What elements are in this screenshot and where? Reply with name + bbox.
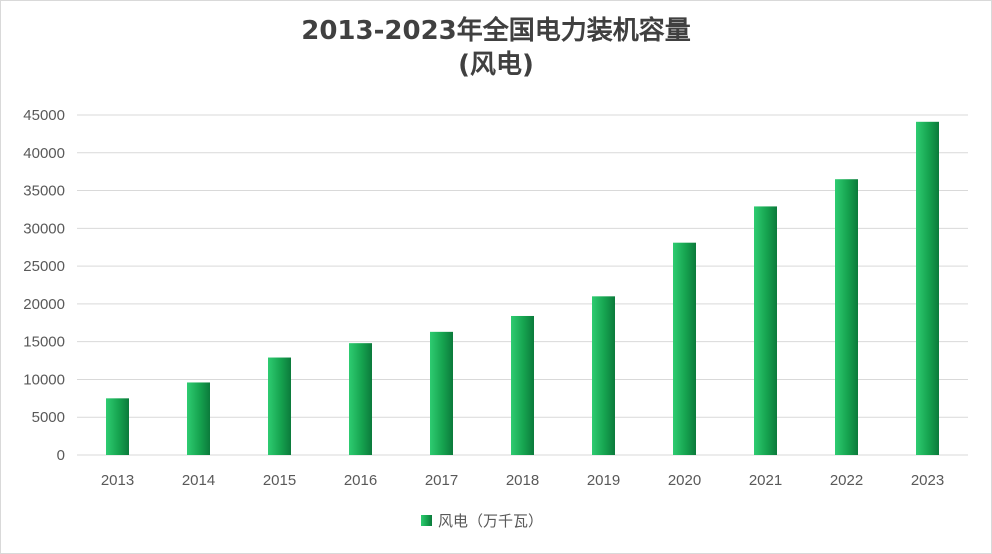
x-tick-label: 2017 [425,472,458,489]
bar-2019 [592,296,615,455]
x-tick-label: 2018 [506,472,539,489]
bar-2014 [187,382,210,455]
bar-2013 [106,398,129,455]
legend-label: 风电（万千瓦） [438,512,543,530]
chart-title-line1: 2013-2023年全国电力装机容量 [301,16,691,46]
bar-2017 [430,331,453,455]
bar-2018 [511,315,534,455]
x-tick-label: 2019 [587,472,620,489]
chart-title: 2013-2023年全国电力装机容量 (风电) [0,14,992,82]
bar-2021 [754,206,777,455]
x-tick-label: 2023 [911,472,944,489]
y-tick-label: 35000 [23,183,65,200]
y-tick-label: 15000 [23,334,65,351]
y-tick-label: 45000 [23,107,65,124]
legend-swatch [421,515,432,526]
x-tick-label: 2015 [263,472,296,489]
x-axis-ticks: 2013 2014 2015 2016 2017 2018 2019 2020 2021 2022… [101,472,944,489]
y-tick-label: 30000 [23,220,65,237]
y-axis-ticks: 0 5000 10000 15000 20000 25000 30000 35000 40000… [23,107,65,464]
x-tick-label: 2021 [749,472,782,489]
y-tick-label: 5000 [32,409,65,426]
bar-2016 [349,343,372,455]
y-tick-label: 0 [57,447,65,464]
legend: 风电（万千瓦） [421,512,543,530]
x-tick-label: 2014 [182,472,215,489]
x-tick-label: 2022 [830,472,863,489]
bar-2023 [916,121,939,456]
x-tick-label: 2020 [668,472,701,489]
bar-2015 [268,357,291,455]
y-tick-label: 25000 [23,258,65,275]
y-tick-label: 40000 [23,145,65,162]
bars [106,121,939,456]
chart-title-line2: (风电) [458,50,534,80]
x-tick-label: 2013 [101,472,134,489]
y-tick-label: 10000 [23,371,65,388]
y-tick-label: 20000 [23,296,65,313]
x-tick-label: 2016 [344,472,377,489]
bar-2022 [835,179,858,455]
bar-2020 [673,242,696,455]
